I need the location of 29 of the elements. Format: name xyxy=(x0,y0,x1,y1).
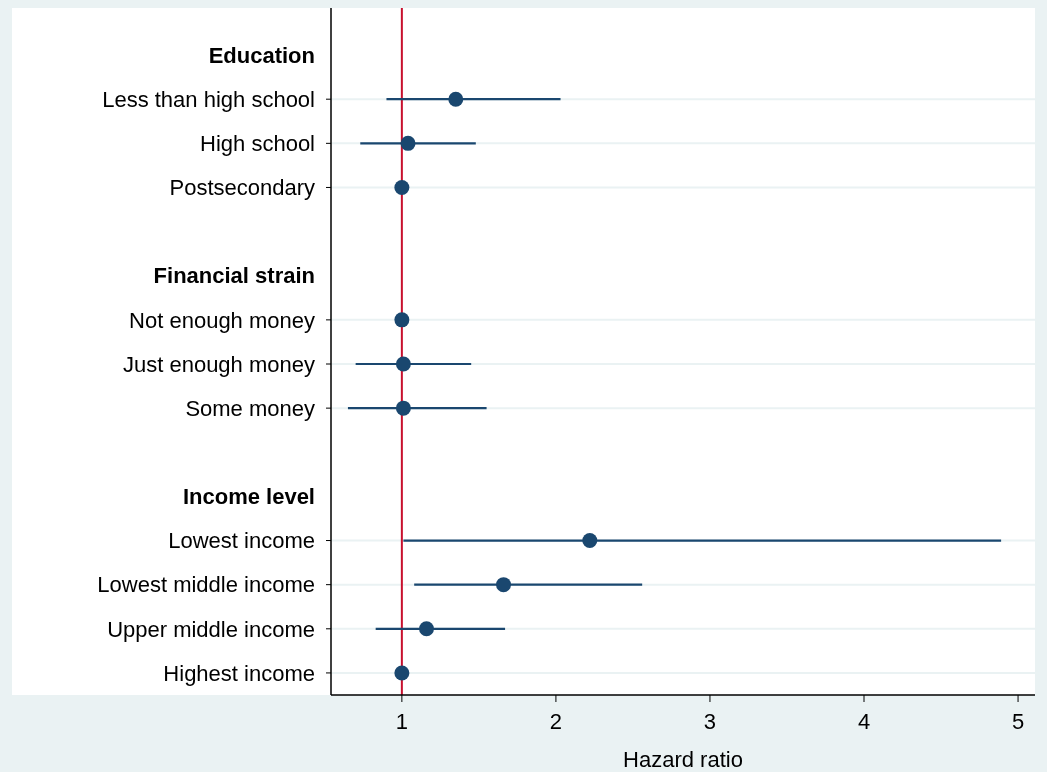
y-tick-label: Upper middle income xyxy=(107,616,315,642)
point xyxy=(394,179,410,195)
point xyxy=(394,312,410,328)
y-tick-label: High school xyxy=(200,131,315,157)
y-tick-label: Income level xyxy=(182,484,315,510)
point xyxy=(395,356,411,372)
y-tick-label: Lowest income xyxy=(168,528,315,554)
x-axis-title: Hazard ratio xyxy=(623,747,743,772)
point xyxy=(395,400,411,416)
y-tick-label: Lowest middle income xyxy=(97,572,315,598)
point xyxy=(419,621,435,637)
point xyxy=(394,665,410,681)
point xyxy=(448,91,464,107)
x-tick-label: 5 xyxy=(1011,709,1025,734)
x-tick-label: 1 xyxy=(395,709,408,734)
x-tick-label: 2 xyxy=(549,709,563,734)
y-tick-label: Not enough money xyxy=(129,307,315,333)
point xyxy=(400,135,416,151)
y-tick-label: Some money xyxy=(185,395,315,421)
x-tick-label: 4 xyxy=(857,709,871,734)
y-tick-label: Postsecondary xyxy=(169,175,315,201)
y-tick-label: Education xyxy=(208,42,315,68)
x-tick-label: 3 xyxy=(703,709,717,734)
y-tick-label: Highest income xyxy=(163,660,315,686)
point xyxy=(582,533,598,549)
point xyxy=(496,577,512,593)
y-tick-label: Financial strain xyxy=(153,263,315,289)
y-tick-label: Less than high school xyxy=(102,86,315,112)
y-tick-label: Just enough money xyxy=(122,351,315,377)
